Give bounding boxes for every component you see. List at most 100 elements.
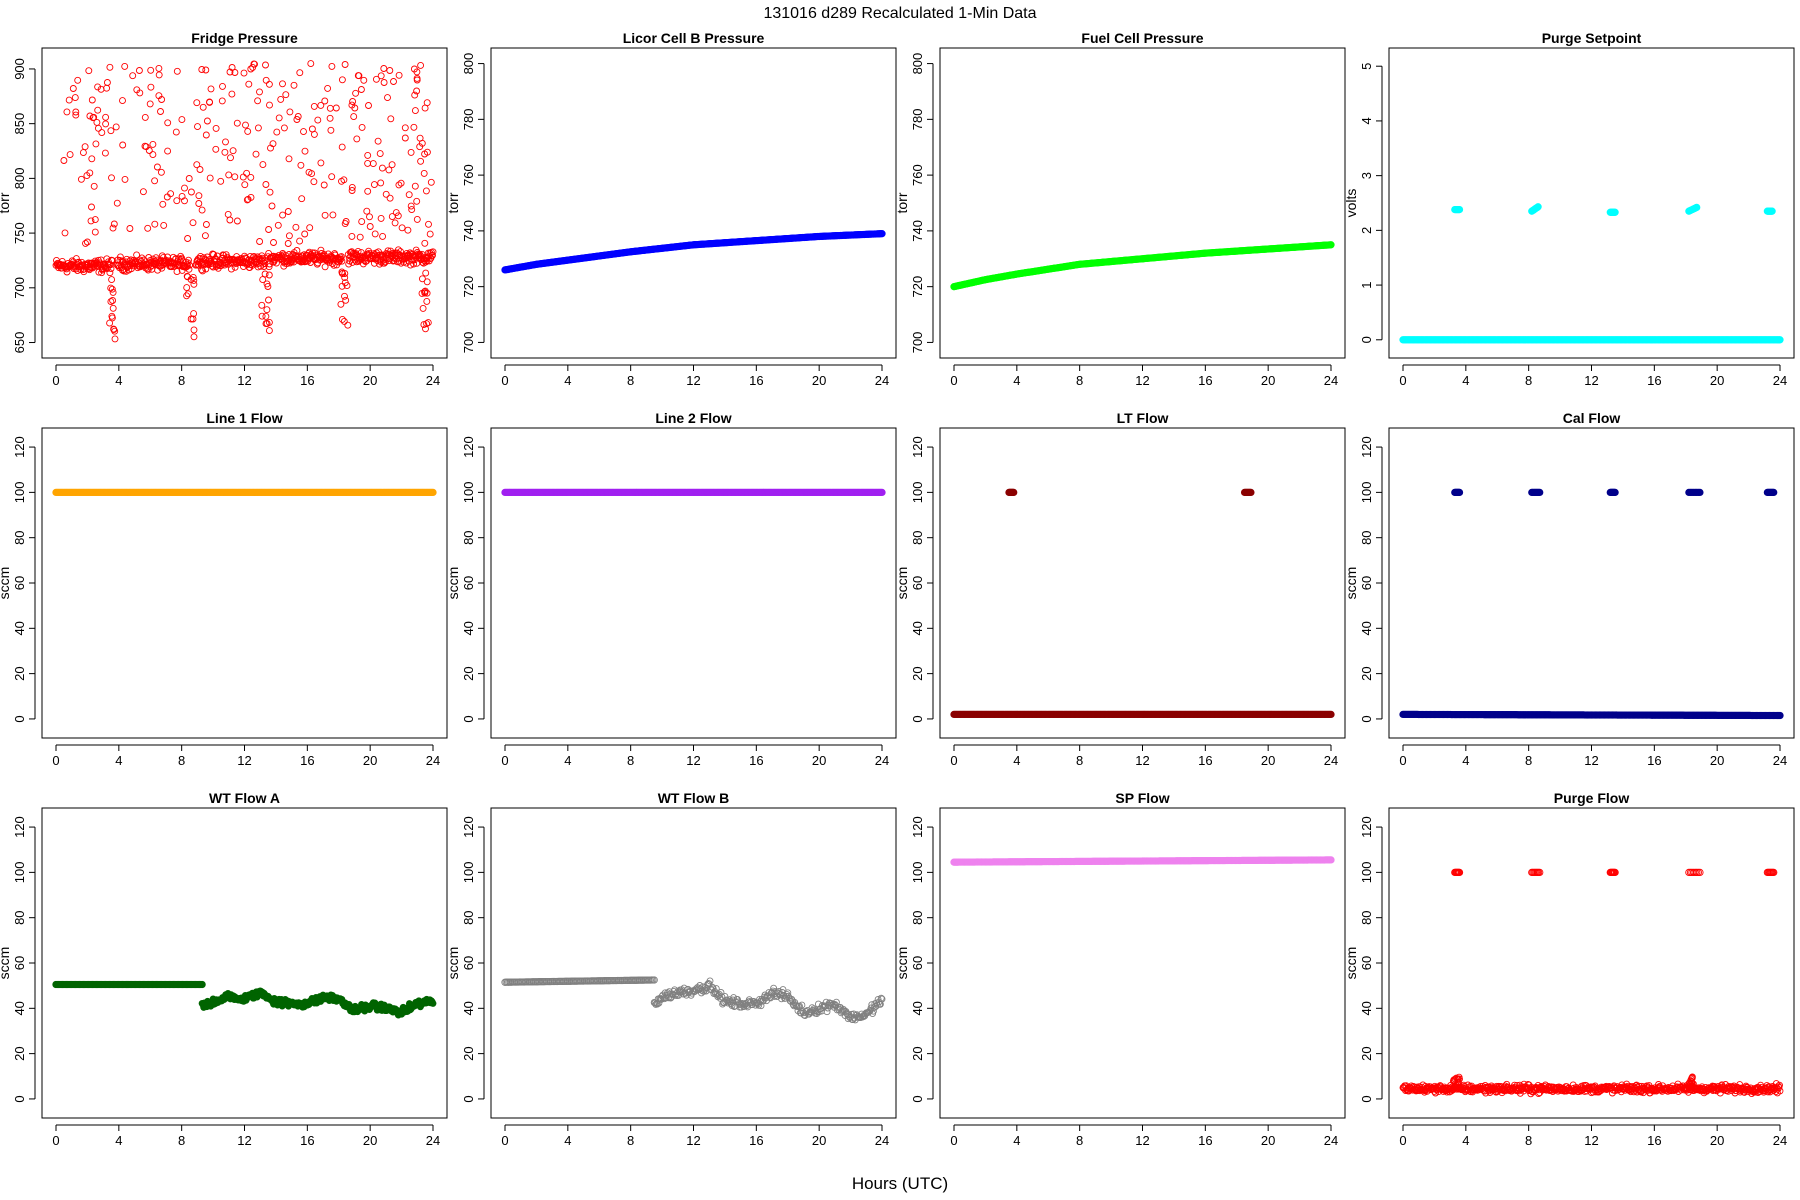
y-tick-label: 120 xyxy=(461,816,476,838)
data-point xyxy=(1611,488,1619,497)
data-point xyxy=(210,251,218,258)
data-point xyxy=(421,287,429,295)
data-point xyxy=(342,296,350,304)
data-point xyxy=(429,251,436,259)
plot-frame xyxy=(939,47,1346,359)
panel-title: Licor Cell B Pressure xyxy=(623,30,765,46)
y-tick-label: 20 xyxy=(12,666,27,680)
data-point xyxy=(189,315,197,323)
data-point xyxy=(109,224,117,232)
data-point xyxy=(296,237,304,245)
y-tick-label: 120 xyxy=(910,816,925,838)
y-tick-label: 0 xyxy=(1359,715,1374,722)
data-point xyxy=(108,276,116,284)
x-tick-label: 4 xyxy=(115,1133,122,1148)
data-point xyxy=(254,97,262,105)
data-point xyxy=(88,155,96,163)
data-point xyxy=(427,178,435,186)
data-point xyxy=(178,116,186,124)
data-point xyxy=(878,488,886,497)
panel-title: Line 1 Flow xyxy=(206,410,282,426)
data-point xyxy=(274,221,282,229)
plot-frame xyxy=(41,47,448,359)
x-tick-label: 0 xyxy=(501,753,508,768)
data-point xyxy=(91,216,99,224)
data-point xyxy=(183,284,191,292)
data-point xyxy=(184,290,192,298)
panel-title: Line 2 Flow xyxy=(655,410,731,426)
data-point xyxy=(173,197,181,205)
x-tick-label: 16 xyxy=(749,1133,763,1148)
x-tick-label: 0 xyxy=(52,753,59,768)
data-point xyxy=(422,269,430,277)
y-tick-label: 40 xyxy=(12,1001,27,1015)
y-tick-label: 700 xyxy=(461,332,476,354)
data-point xyxy=(1611,208,1619,216)
x-tick-label: 24 xyxy=(1773,753,1787,768)
data-point xyxy=(256,238,264,245)
y-tick-label: 80 xyxy=(1359,530,1374,544)
data-point xyxy=(293,116,301,123)
data-point xyxy=(338,282,346,290)
x-tick-label: 20 xyxy=(812,753,826,768)
y-tick-label: 80 xyxy=(461,530,476,544)
data-point xyxy=(426,230,434,238)
data-points xyxy=(1399,203,1784,344)
data-point xyxy=(413,76,421,84)
data-point xyxy=(101,149,109,157)
y-tick-label: 40 xyxy=(1359,621,1374,635)
y-axis-label: torr xyxy=(445,192,461,213)
data-point xyxy=(321,211,329,219)
data-point xyxy=(61,229,69,237)
data-point xyxy=(382,190,390,198)
data-point xyxy=(391,219,399,227)
data-point xyxy=(262,312,270,320)
data-point xyxy=(119,258,127,266)
y-axis-label: sccm xyxy=(445,947,461,980)
data-point xyxy=(112,123,120,131)
data-point xyxy=(429,999,437,1007)
data-point xyxy=(107,261,114,269)
x-tick-label: 24 xyxy=(426,1133,440,1148)
data-point xyxy=(371,230,379,238)
x-tick-label: 0 xyxy=(1399,373,1406,388)
data-point xyxy=(349,98,357,105)
data-point xyxy=(1327,856,1335,864)
x-tick-label: 12 xyxy=(1584,373,1598,388)
plot-frame xyxy=(1388,47,1795,359)
data-point xyxy=(364,151,372,159)
data-point xyxy=(189,219,197,227)
data-point xyxy=(85,67,93,75)
data-point xyxy=(429,488,437,497)
x-tick-label: 8 xyxy=(1525,753,1532,768)
y-tick-label: 80 xyxy=(12,910,27,924)
data-point xyxy=(141,113,149,121)
data-point xyxy=(379,232,387,240)
data-point xyxy=(206,98,213,106)
data-point xyxy=(363,207,371,215)
data-point xyxy=(109,288,117,296)
data-point xyxy=(341,292,348,300)
y-tick-label: 100 xyxy=(461,482,476,504)
data-point xyxy=(385,166,393,174)
data-point xyxy=(424,319,432,327)
data-point xyxy=(374,137,382,145)
data-point xyxy=(172,128,180,136)
y-tick-label: 20 xyxy=(910,1046,925,1060)
data-point xyxy=(119,141,127,149)
data-points xyxy=(501,976,886,1024)
data-point xyxy=(352,89,360,97)
y-tick-label: 800 xyxy=(12,168,27,190)
data-point xyxy=(145,147,153,154)
data-point xyxy=(108,174,115,182)
data-point xyxy=(423,278,431,286)
data-point xyxy=(183,292,191,300)
data-point xyxy=(147,66,155,74)
data-point xyxy=(417,61,425,69)
plot-frame xyxy=(490,47,897,359)
data-point xyxy=(364,187,372,195)
x-tick-label: 4 xyxy=(564,753,571,768)
